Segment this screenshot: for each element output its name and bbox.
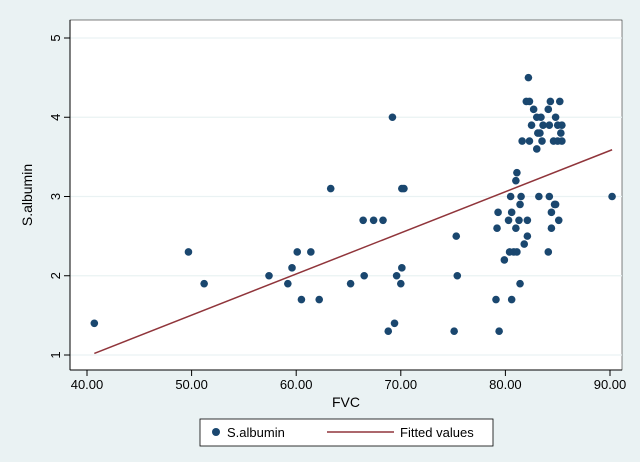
- data-point: [516, 279, 524, 288]
- data-point: [494, 208, 502, 217]
- x-tick-label: 80.00: [489, 377, 522, 392]
- x-axis-ticks: 40.00 50.00 60.00 70.00 80.00 90.00: [71, 370, 627, 392]
- data-point: [288, 264, 296, 272]
- data-point: [523, 232, 532, 240]
- data-point: [536, 129, 544, 137]
- y-tick-label: 4: [48, 114, 63, 121]
- data-point: [500, 256, 509, 264]
- data-point: [384, 327, 393, 336]
- data-point: [557, 129, 565, 137]
- data-point: [539, 121, 547, 129]
- y-axis-ticks: 1 2 3 4 5: [48, 34, 70, 359]
- data-point: [388, 113, 397, 122]
- y-tick-label: 5: [48, 34, 63, 41]
- data-point: [520, 240, 529, 248]
- data-point: [525, 97, 534, 106]
- y-axis-title: S.albumin: [19, 164, 35, 226]
- data-point: [493, 224, 501, 232]
- data-point: [558, 137, 566, 145]
- data-point: [293, 248, 302, 256]
- fitted-line: [94, 149, 613, 355]
- data-point: [608, 192, 616, 201]
- data-point: [512, 224, 520, 232]
- y-tick-label: 3: [48, 193, 63, 200]
- data-point: [512, 176, 520, 185]
- data-point: [537, 113, 545, 122]
- data-point: [538, 137, 546, 145]
- data-point: [547, 224, 556, 232]
- data-point: [284, 279, 292, 288]
- data-point: [518, 137, 526, 145]
- data-point: [453, 271, 462, 280]
- legend-label-line: Fitted values: [400, 425, 474, 440]
- data-point: [525, 137, 534, 145]
- data-point: [507, 208, 516, 217]
- data-point: [545, 121, 554, 129]
- data-point: [545, 192, 554, 201]
- data-point: [516, 200, 524, 209]
- data-point: [524, 73, 533, 82]
- data-point: [551, 113, 560, 122]
- data-point: [346, 279, 355, 288]
- x-tick-label: 90.00: [594, 377, 627, 392]
- data-point: [555, 97, 564, 106]
- data-point: [400, 184, 408, 193]
- data-point: [504, 216, 513, 225]
- data-point: [532, 145, 541, 153]
- data-point: [544, 105, 553, 114]
- scatter-points: [90, 73, 616, 336]
- data-point: [513, 248, 521, 256]
- data-point: [265, 271, 273, 280]
- data-point: [544, 248, 553, 256]
- x-axis-title: FVC: [332, 394, 360, 410]
- data-point: [546, 97, 555, 106]
- data-point: [360, 271, 368, 280]
- data-point: [513, 168, 521, 177]
- data-point: [535, 192, 543, 201]
- data-point: [200, 279, 208, 288]
- data-point: [452, 232, 461, 240]
- grid: [70, 37, 622, 356]
- data-point: [554, 216, 563, 225]
- legend: S.albumin Fitted values: [199, 418, 494, 447]
- data-point: [184, 248, 193, 256]
- data-point: [315, 295, 324, 304]
- data-point: [397, 279, 405, 288]
- data-point: [517, 192, 525, 201]
- data-point: [379, 216, 387, 225]
- data-point: [495, 327, 503, 336]
- data-point: [527, 121, 536, 129]
- data-point: [390, 319, 399, 328]
- x-tick-label: 40.00: [71, 377, 104, 392]
- data-point: [551, 200, 560, 209]
- data-point: [398, 264, 406, 272]
- data-point: [547, 208, 556, 217]
- x-tick-label: 60.00: [280, 377, 313, 392]
- data-point: [492, 295, 500, 304]
- y-tick-label: 1: [48, 351, 63, 358]
- x-tick-label: 70.00: [385, 377, 418, 392]
- fitted-line-layer: [94, 149, 613, 355]
- data-point: [297, 295, 306, 304]
- data-point: [369, 216, 378, 225]
- data-point: [392, 271, 401, 280]
- data-point: [506, 192, 515, 201]
- data-point: [307, 248, 315, 256]
- y-tick-label: 2: [48, 272, 63, 279]
- legend-label-scatter: S.albumin: [227, 425, 285, 440]
- legend-marker-scatter: [212, 428, 220, 436]
- data-point: [515, 216, 523, 225]
- data-point: [326, 184, 335, 193]
- data-point: [450, 327, 458, 336]
- data-point: [507, 295, 516, 304]
- data-point: [359, 216, 367, 225]
- data-point: [90, 319, 99, 328]
- data-point: [523, 216, 532, 225]
- data-point: [529, 105, 538, 114]
- x-tick-label: 50.00: [175, 377, 208, 392]
- data-point: [558, 121, 566, 129]
